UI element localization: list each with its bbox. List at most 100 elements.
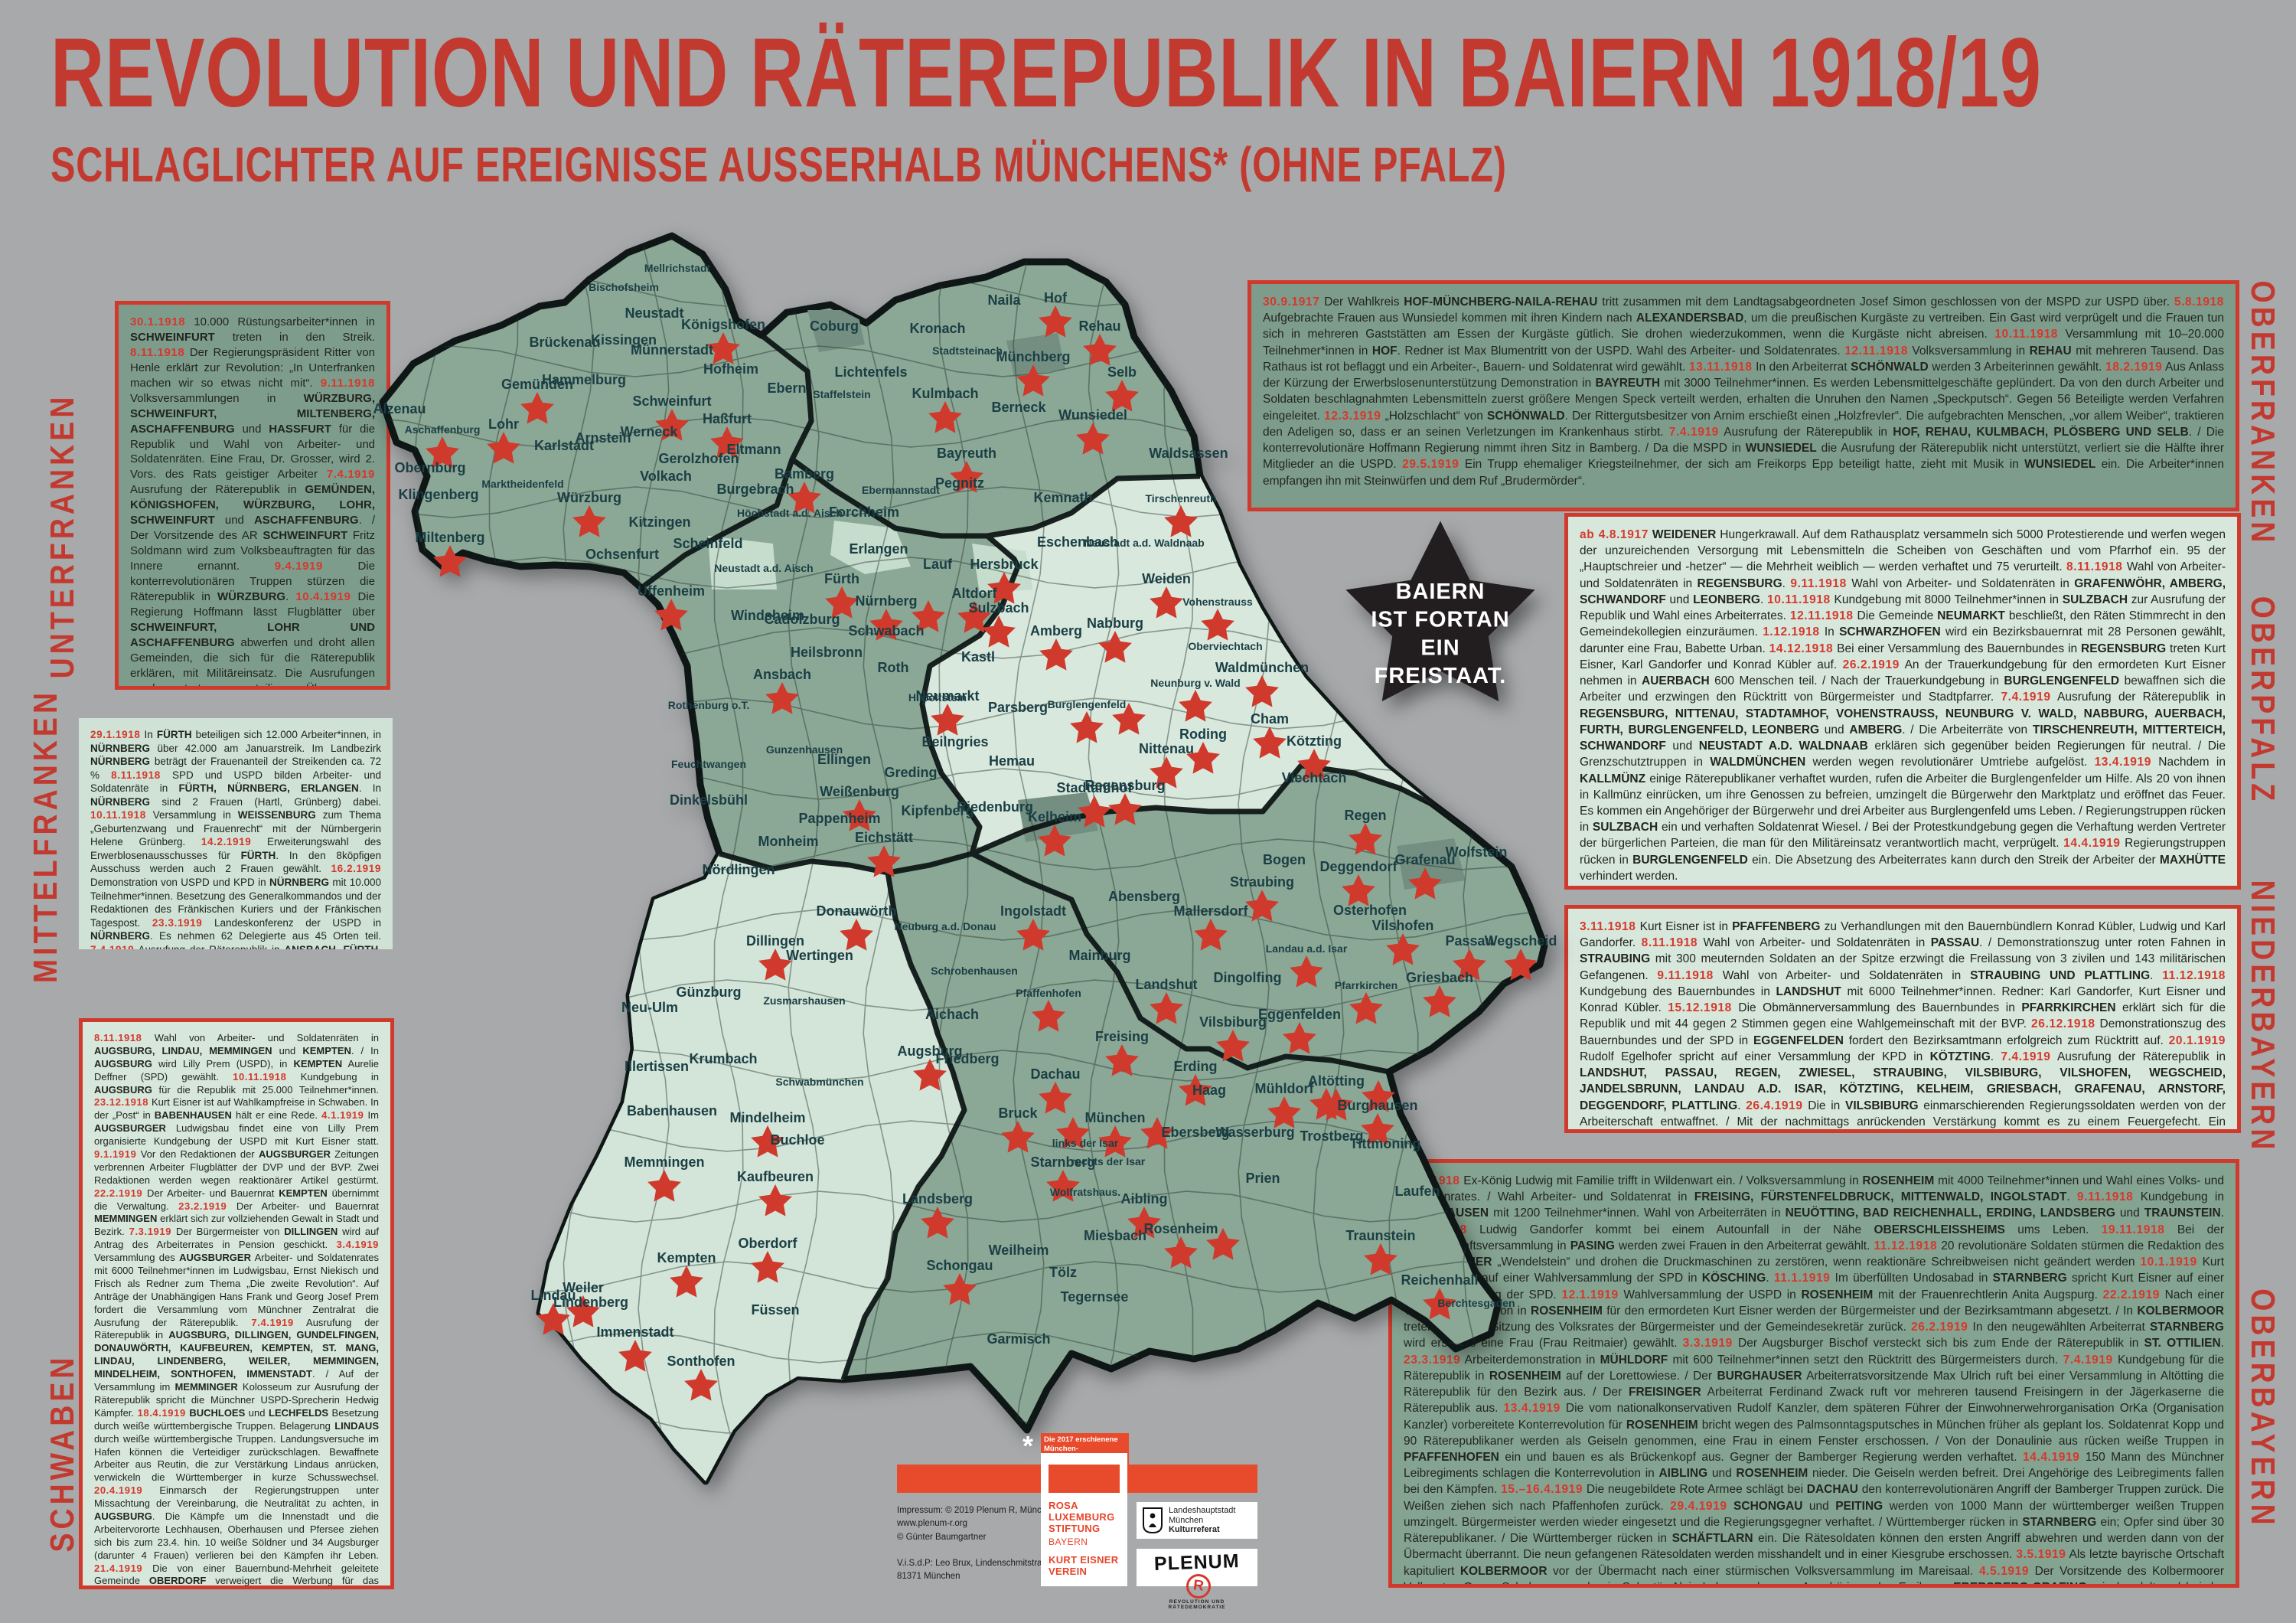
event-star-icon bbox=[684, 1369, 718, 1401]
map-city-label: Münnerstadt bbox=[631, 342, 713, 358]
map-city-label: Nördlingen bbox=[703, 862, 775, 877]
map-city-label: Lindau bbox=[531, 1288, 576, 1303]
map-city-label: Königshofen bbox=[681, 317, 765, 332]
region-block-oberpfalz: ab 4.8.1917 WEIDENER Hungerkrawall. Auf … bbox=[1564, 513, 2241, 890]
map-city-label: Arnstein bbox=[575, 430, 631, 446]
map-city-label: Schweinfurt bbox=[632, 394, 711, 409]
map-city-label: Bischofsheim bbox=[589, 281, 659, 293]
map-city-label: Ingolstadt bbox=[1000, 903, 1066, 919]
region-text: 8.11.1918 Ex-König Ludwig mit Familie tr… bbox=[1404, 1174, 2225, 1588]
poster-title: REVOLUTION UND RÄTEREPUBLIK IN BAIERN 19… bbox=[51, 18, 2042, 128]
map-city-label: Wunsiedel bbox=[1058, 407, 1127, 423]
map-city-label: Nittenau bbox=[1139, 741, 1194, 756]
event-star-icon bbox=[1361, 1113, 1394, 1145]
event-star-icon bbox=[1083, 334, 1117, 366]
map-city-label: Gunzenhausen bbox=[766, 743, 843, 756]
event-star-icon bbox=[1216, 1030, 1250, 1062]
rosa-luxemburg-stiftung-logo: ROSA LUXEMBURG STIFTUNG BAYERN KURT EISNER… bbox=[1041, 1453, 1127, 1586]
event-star-icon bbox=[987, 572, 1021, 604]
map-city-label: Kempten bbox=[657, 1250, 716, 1265]
map-city-label: Neustadt bbox=[625, 305, 683, 321]
map-city-label: Berchtesgaden bbox=[1437, 1297, 1515, 1309]
map-city-label: Volkach bbox=[640, 469, 692, 484]
map-city-label: Neumarkt bbox=[915, 688, 979, 704]
map-city-label: Reichenhall bbox=[1401, 1272, 1478, 1288]
event-star-icon bbox=[1194, 919, 1228, 951]
map-city-label: Mindelheim bbox=[729, 1110, 805, 1125]
event-star-icon bbox=[957, 601, 991, 633]
map-city-label: Burgebrach bbox=[716, 482, 794, 497]
map-city-label: Lindenberg bbox=[553, 1295, 628, 1310]
map-city-label: Ellingen bbox=[817, 752, 871, 767]
map-city-label: Nürnberg bbox=[856, 593, 918, 609]
event-star-icon bbox=[982, 616, 1016, 648]
map-city-label: Neuburg a.d. Donau bbox=[895, 920, 996, 932]
region-text: 8.11.1918 Wahl von Arbeiter- und Soldate… bbox=[94, 1032, 380, 1587]
event-star-icon bbox=[1453, 949, 1486, 981]
map-city-label: Pegnitz bbox=[935, 475, 984, 491]
event-star-icon bbox=[1016, 364, 1050, 397]
map-city-label: Babenhausen bbox=[627, 1103, 717, 1118]
region-fill-oberpfalz bbox=[922, 476, 1468, 854]
map-city-label: Tittmoning bbox=[1350, 1136, 1421, 1151]
map-city-label: Aichach bbox=[925, 1007, 979, 1022]
map-city-label: Forchheim bbox=[829, 505, 899, 520]
event-star-icon bbox=[1297, 749, 1331, 781]
map-city-label: Ebersberg bbox=[1161, 1125, 1229, 1140]
map-city-label: Bruck bbox=[998, 1105, 1038, 1121]
map-city-label: Kötzting bbox=[1287, 733, 1342, 749]
map-city-label: Oberviechtach bbox=[1188, 640, 1262, 652]
event-star-icon bbox=[433, 545, 467, 577]
event-star-icon bbox=[1056, 1117, 1090, 1149]
map-city-label: Gerolzhofen bbox=[658, 451, 739, 466]
map-city-label: Günzburg bbox=[677, 985, 742, 1000]
event-star-icon bbox=[1039, 1082, 1072, 1114]
map-city-label: Sulzbach bbox=[968, 600, 1029, 616]
event-star-icon bbox=[670, 1265, 703, 1298]
map-city-label: Rosenheim bbox=[1143, 1221, 1218, 1236]
event-star-icon bbox=[825, 586, 859, 619]
event-star-icon bbox=[758, 1184, 792, 1216]
map-city-label: Freising bbox=[1095, 1029, 1149, 1044]
map-city-label: Lichtenfels bbox=[834, 364, 907, 380]
map-city-label: Traunstein bbox=[1345, 1228, 1415, 1243]
event-star-icon bbox=[751, 1251, 784, 1283]
region-text: 29.1.1918 In FÜRTH beteiligen sich 12.00… bbox=[90, 729, 382, 949]
map-city-label: Kitzingen bbox=[629, 514, 691, 530]
map-city-label: Sonthofen bbox=[667, 1354, 735, 1369]
map-city-label: Mainburg bbox=[1069, 948, 1131, 963]
plenum-tagline: REVOLUTION UND RÄTEDEMOKRATIE bbox=[1168, 1599, 1226, 1610]
map-city-label: Stadtsteinach bbox=[932, 345, 1003, 357]
map-city-label: Hofheim bbox=[703, 361, 758, 377]
event-star-icon bbox=[1078, 795, 1111, 828]
map-city-label: Karlstadt bbox=[534, 438, 594, 453]
event-star-icon bbox=[1098, 1125, 1132, 1158]
event-star-icon bbox=[758, 949, 792, 981]
map-city-label: Mühldorf bbox=[1255, 1081, 1315, 1096]
map-city-label: Ansbach bbox=[753, 667, 811, 682]
event-star-icon bbox=[1364, 1243, 1397, 1275]
bavaria-district-map: Mellrichstadt Bischofsheim Neustadt Königsh… bbox=[360, 207, 1569, 1592]
district-border-line bbox=[1013, 236, 1045, 1481]
map-city-label: Lohr bbox=[488, 416, 519, 432]
district-border-line bbox=[788, 236, 820, 1481]
map-city-label: Neustadt a.d. Aisch bbox=[714, 562, 813, 574]
event-star-icon bbox=[1319, 1089, 1353, 1121]
map-city-label: Mallersdorf bbox=[1173, 903, 1248, 919]
event-star-icon bbox=[1164, 505, 1198, 537]
map-city-label: Rehau bbox=[1078, 318, 1120, 334]
map-city-label: Neunburg v. Wald bbox=[1150, 677, 1240, 689]
region-block-unterfranken: 30.1.1918 10.000 Rüstungsarbeiter*innen … bbox=[115, 301, 390, 690]
event-star-icon bbox=[950, 461, 983, 493]
event-star-icon bbox=[1186, 742, 1220, 774]
map-city-label: Amberg bbox=[1030, 623, 1082, 638]
map-city-label: Staffelstein bbox=[813, 388, 870, 400]
map-city-label: Parsberg bbox=[988, 700, 1048, 715]
map-city-label: Eltmann bbox=[726, 442, 781, 457]
region-label-oberfranken: OBERFRANKEN bbox=[2244, 280, 2281, 547]
map-city-label: Erlangen bbox=[849, 541, 908, 557]
region-text: 30.1.1918 10.000 Rüstungsarbeiter*innen … bbox=[130, 315, 375, 690]
map-city-label: Aschaffenburg bbox=[405, 423, 481, 436]
map-city-label: Hilpoltstein bbox=[908, 691, 967, 704]
map-city-label: Weißenburg bbox=[820, 784, 899, 799]
